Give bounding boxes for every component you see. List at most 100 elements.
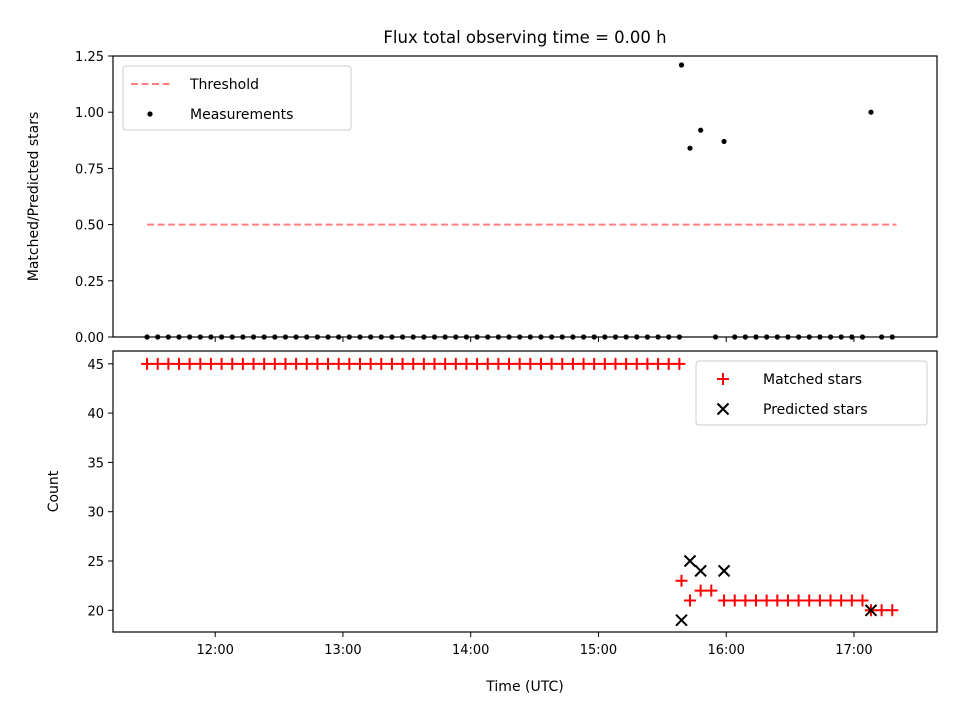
matched-star-point: [151, 357, 164, 370]
matched-star-point: [534, 357, 547, 370]
matched-star-point: [141, 357, 154, 370]
matched-star-point: [662, 357, 675, 370]
measurement-point: [678, 62, 685, 68]
matched-star-point: [845, 594, 858, 607]
matched-star-point: [162, 357, 175, 370]
matched-star-point: [268, 357, 281, 370]
matched-star-point: [760, 594, 773, 607]
matched-star-point: [492, 357, 505, 370]
matched-star-point: [300, 357, 313, 370]
top-y-tick-label: 0.50: [75, 219, 104, 234]
matched-star-point: [322, 357, 335, 370]
matched-star-point: [792, 594, 805, 607]
matched-star-point: [886, 604, 899, 617]
matched-star-point: [620, 357, 633, 370]
matched-star-point: [524, 357, 537, 370]
matched-star-point: [673, 357, 686, 370]
matched-star-point: [835, 594, 848, 607]
matched-star-point: [226, 357, 239, 370]
bottom-y-tick-label: 25: [87, 555, 104, 570]
matched-star-point: [353, 357, 366, 370]
bottom-y-tick-label: 45: [87, 358, 104, 373]
legend-label: Predicted stars: [763, 402, 868, 418]
bottom-y-tick-label: 40: [87, 407, 104, 422]
legend-measurement-swatch: [147, 111, 153, 117]
matched-star-point: [460, 357, 473, 370]
matched-star-point: [739, 594, 752, 607]
matched-star-point: [332, 357, 345, 370]
matched-star-point: [718, 594, 731, 607]
matched-star-point: [750, 594, 763, 607]
matched-star-point: [396, 357, 409, 370]
bottom-y-axis-label: Count: [46, 470, 62, 512]
top-y-tick-label: 1.00: [75, 106, 104, 121]
bottom-legend-box: [695, 360, 928, 426]
matched-star-point: [215, 357, 228, 370]
matched-star-point: [439, 357, 452, 370]
x-tick-label: 16:00: [707, 643, 744, 658]
x-tick-label: 15:00: [580, 643, 617, 658]
matched-star-point: [781, 594, 794, 607]
matched-star-point: [258, 357, 271, 370]
matched-star-point: [279, 357, 292, 370]
matched-star-point: [204, 357, 217, 370]
x-axis-label: Time (UTC): [485, 679, 563, 695]
matched-star-point: [428, 357, 441, 370]
x-tick-label: 17:00: [835, 643, 872, 658]
bottom-y-tick-label: 35: [87, 456, 104, 471]
matched-star-point: [173, 357, 186, 370]
x-tick-label: 14:00: [452, 643, 489, 658]
matched-star-point: [577, 357, 590, 370]
top-y-tick-label: 0.75: [75, 162, 104, 177]
legend-predicted-swatch: [716, 402, 730, 416]
predicted-star-point: [864, 604, 878, 617]
legend-label: Threshold: [189, 77, 259, 93]
top-plot-frame: [112, 55, 938, 338]
predicted-star-point: [675, 613, 688, 627]
measurement-point: [868, 109, 874, 115]
matched-star-point: [503, 357, 516, 370]
x-tick-label: 13:00: [324, 643, 361, 658]
matched-star-point: [385, 357, 398, 370]
matched-star-point: [728, 594, 741, 607]
matched-star-point: [183, 357, 196, 370]
matched-star-point: [290, 357, 303, 370]
top-y-axis-label: Matched/Predicted stars: [26, 112, 42, 282]
matched-star-point: [449, 357, 462, 370]
bottom-y-tick-label: 20: [87, 604, 104, 619]
matched-star-point: [311, 357, 324, 370]
predicted-star-point: [694, 564, 707, 578]
matched-star-point: [194, 357, 207, 370]
legend-matched-swatch: [717, 373, 729, 385]
measurement-point: [721, 138, 727, 145]
matched-star-point: [684, 594, 697, 607]
matched-star-point: [375, 357, 388, 370]
matched-star-point: [856, 594, 869, 607]
top-y-tick-label: 1.25: [75, 50, 104, 65]
matched-star-point: [875, 604, 888, 617]
matched-star-point: [343, 357, 356, 370]
x-tick-label: 12:00: [196, 643, 233, 658]
matched-star-point: [771, 594, 784, 607]
matched-star-point: [407, 357, 420, 370]
matched-star-point: [481, 357, 494, 370]
matched-star-point: [417, 357, 430, 370]
matched-star-point: [236, 357, 249, 370]
predicted-star-point: [683, 554, 697, 568]
matched-star-point: [247, 357, 260, 370]
matched-star-point: [609, 357, 622, 370]
legend-label: Matched stars: [763, 372, 862, 388]
matched-star-point: [705, 584, 718, 597]
measurement-point: [698, 127, 704, 133]
matched-star-point: [675, 574, 688, 587]
matched-star-point: [364, 357, 377, 370]
matched-star-point: [630, 357, 643, 370]
matched-star-point: [545, 357, 558, 370]
top-legend-box: [122, 65, 352, 131]
matched-star-point: [513, 357, 526, 370]
bottom-plot-frame: [112, 350, 938, 633]
matched-star-point: [803, 594, 816, 607]
matched-star-point: [598, 357, 611, 370]
